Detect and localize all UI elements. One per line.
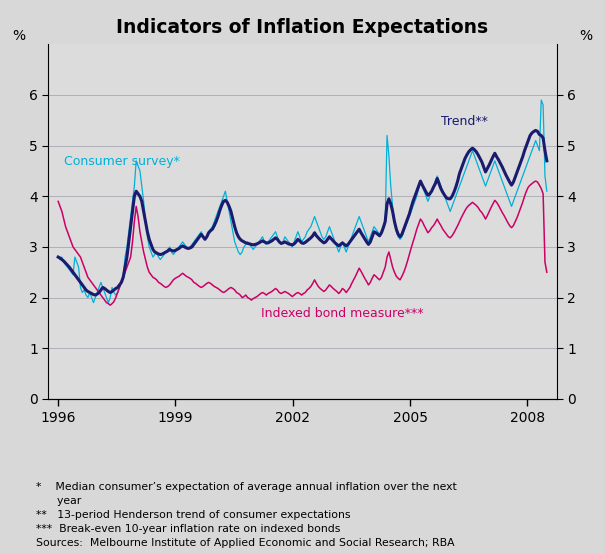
Text: Consumer survey*: Consumer survey*	[64, 156, 180, 168]
Text: %: %	[580, 29, 592, 43]
Text: %: %	[13, 29, 25, 43]
Text: Indexed bond measure***: Indexed bond measure***	[261, 307, 424, 320]
Text: *    Median consumer’s expectation of average annual inflation over the next
   : * Median consumer’s expectation of avera…	[36, 483, 457, 548]
Text: Trend**: Trend**	[441, 115, 488, 128]
Title: Indicators of Inflation Expectations: Indicators of Inflation Expectations	[116, 18, 489, 37]
